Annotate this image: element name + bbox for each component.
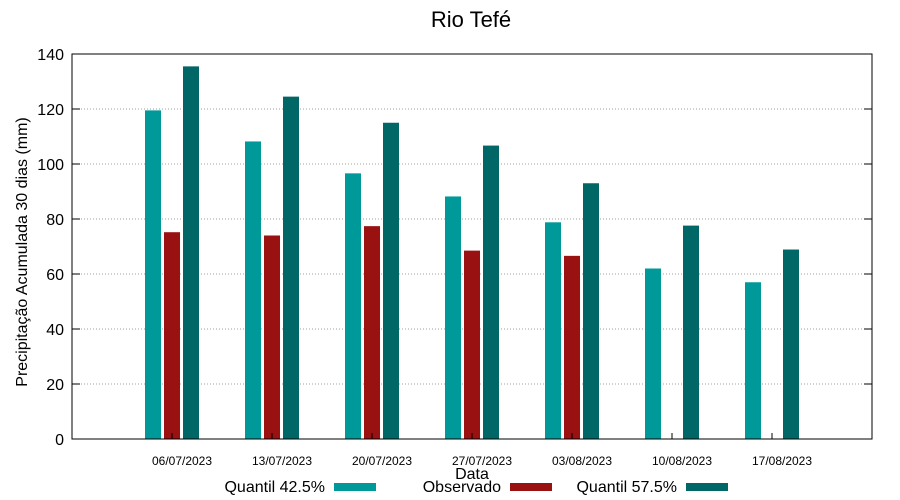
legend-swatch bbox=[334, 483, 376, 491]
y-tick-label: 120 bbox=[37, 102, 64, 119]
x-tick-label: 13/07/2023 bbox=[252, 454, 312, 468]
bar bbox=[145, 110, 161, 439]
bar bbox=[283, 96, 299, 439]
x-tick-label: 17/08/2023 bbox=[752, 454, 812, 468]
bar bbox=[483, 145, 499, 439]
legend-label: Observado bbox=[423, 479, 501, 496]
bars bbox=[145, 66, 799, 439]
x-tick-label: 06/07/2023 bbox=[152, 454, 212, 468]
bar bbox=[645, 268, 661, 439]
bar bbox=[464, 250, 480, 439]
chart-title: Rio Tefé bbox=[431, 7, 511, 32]
bar bbox=[183, 66, 199, 439]
y-axis-ticks: 0 20 40 60 80 100 120 140 bbox=[37, 47, 872, 449]
y-tick-label: 0 bbox=[55, 432, 64, 449]
bar bbox=[783, 249, 799, 439]
x-tick-label: 20/07/2023 bbox=[352, 454, 412, 468]
legend-swatch bbox=[686, 483, 728, 491]
legend-label: Quantil 57.5% bbox=[576, 479, 677, 496]
bar bbox=[345, 173, 361, 439]
bar bbox=[245, 141, 261, 439]
y-tick-label: 40 bbox=[46, 322, 64, 339]
y-tick-label: 80 bbox=[46, 212, 64, 229]
y-tick-label: 100 bbox=[37, 157, 64, 174]
x-axis-label: Data bbox=[455, 466, 489, 483]
y-tick-label: 20 bbox=[46, 377, 64, 394]
legend: Quantil 42.5% Observado Quantil 57.5% bbox=[224, 479, 728, 496]
x-axis-ticks: 06/07/2023 13/07/2023 20/07/2023 27/07/2023… bbox=[152, 433, 812, 468]
bar bbox=[564, 255, 580, 439]
bar bbox=[583, 183, 599, 439]
bar bbox=[364, 226, 380, 439]
legend-label: Quantil 42.5% bbox=[224, 479, 325, 496]
y-tick-label: 60 bbox=[46, 267, 64, 284]
bar bbox=[264, 235, 280, 439]
bar bbox=[683, 225, 699, 439]
y-axis-label: Precipitação Acumulada 30 dias (mm) bbox=[14, 117, 31, 386]
bar bbox=[745, 282, 761, 439]
bar bbox=[445, 196, 461, 439]
y-tick-label: 140 bbox=[37, 47, 64, 64]
legend-swatch bbox=[510, 483, 552, 491]
x-tick-label: 03/08/2023 bbox=[552, 454, 612, 468]
x-tick-label: 10/08/2023 bbox=[652, 454, 712, 468]
bar bbox=[164, 232, 180, 439]
bar bbox=[545, 222, 561, 439]
bar bbox=[383, 122, 399, 439]
x-tick-label: 27/07/2023 bbox=[452, 454, 512, 468]
